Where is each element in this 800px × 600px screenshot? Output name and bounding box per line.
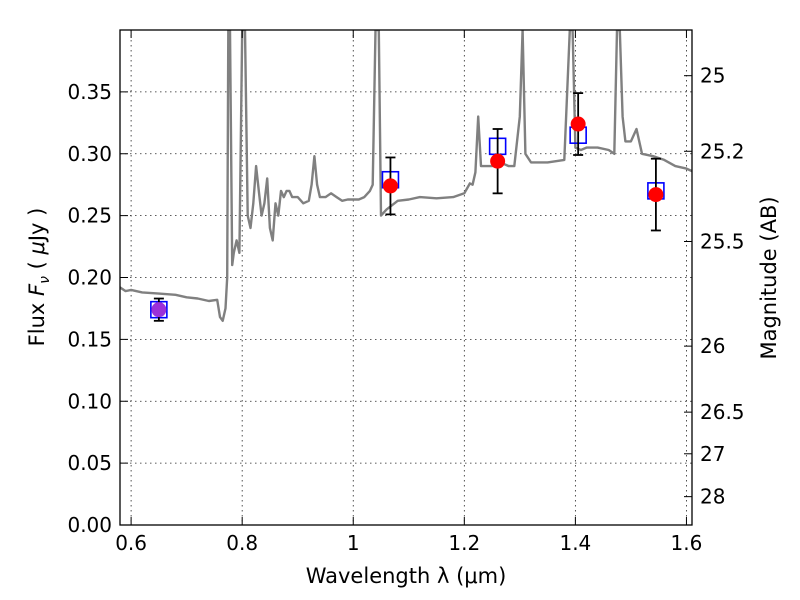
- grid: [120, 30, 692, 526]
- y-tick-label: 0.30: [67, 142, 112, 166]
- x-tick-label: 1.2: [448, 531, 480, 555]
- y-tick-label: 0.25: [67, 204, 112, 228]
- y2-tick-label: 25.5: [700, 230, 745, 254]
- y2-tick-label: 28: [700, 485, 725, 509]
- observed-point: [570, 116, 586, 132]
- observed-point: [490, 153, 506, 169]
- axes: 0.6 0.8 1 1.2 1.4 1.6 0.00 0.05 0.10 0.15 0.20 0.25…: [67, 29, 745, 555]
- y-axis-title: Flux Fν ( μJy ): [25, 208, 53, 347]
- y-tick-label: 0.00: [67, 513, 112, 537]
- y-tick-label: 0.10: [67, 389, 112, 413]
- sed-line: [120, 30, 692, 322]
- y2-tick-label: 27: [700, 442, 725, 466]
- plot-area: [120, 30, 692, 322]
- y-tick-label: 0.05: [67, 451, 112, 475]
- y2-tick-label: 25: [700, 64, 725, 88]
- y2-axis-title: Magnitude (AB): [757, 196, 781, 359]
- observed-point: [382, 178, 398, 194]
- y-tick-label: 0.15: [67, 327, 112, 351]
- x-tick-label: 1.6: [671, 531, 703, 555]
- y2-tick-label: 25.2: [700, 139, 745, 163]
- x-tick-label: 0.8: [226, 531, 258, 555]
- observed-point: [648, 187, 664, 203]
- x-tick-label: 1: [347, 531, 360, 555]
- plot-clip-group: [120, 30, 692, 322]
- observed-point: [151, 302, 167, 318]
- y2-tick-label: 26: [700, 334, 725, 358]
- x-tick-label: 0.6: [115, 531, 147, 555]
- y-tick-label: 0.20: [67, 266, 112, 290]
- y-tick-label: 0.35: [67, 80, 112, 104]
- x-axis-title: Wavelength λ (μm): [306, 564, 507, 588]
- y2-tick-label: 26.5: [700, 400, 745, 424]
- x-tick-label: 1.4: [559, 531, 591, 555]
